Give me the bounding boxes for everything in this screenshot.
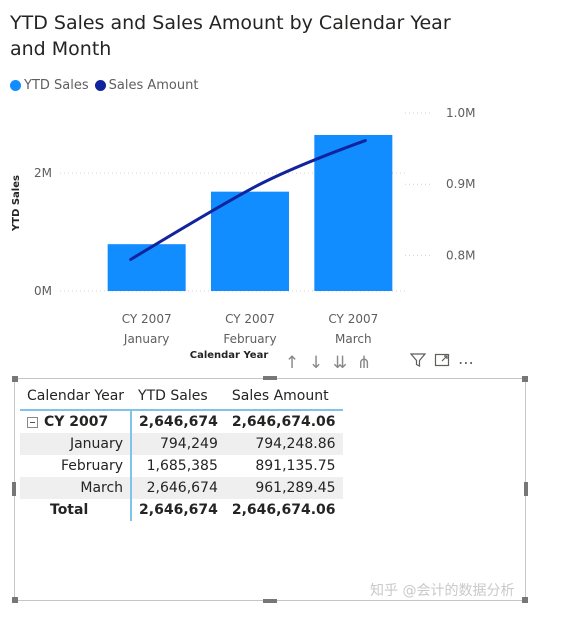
arrow-up-icon[interactable]: ↑: [284, 352, 300, 373]
right-axis-tick-label: 0.8M: [446, 248, 475, 262]
ytd-sales-january: 794,249: [131, 433, 225, 455]
resize-handle-top-right[interactable]: [522, 376, 528, 382]
x-axis-tick-label: January: [123, 332, 170, 346]
ytd-sales-february: 1,685,385: [146, 458, 218, 474]
resize-handle-top[interactable]: [263, 376, 277, 380]
double-arrow-down-icon[interactable]: ⇊: [332, 352, 348, 373]
x-axis-tick-label: CY 2007: [225, 312, 275, 326]
x-axis-title: Calendar Year: [190, 350, 269, 361]
watermark: 知乎 @会计的数据分析: [370, 583, 515, 599]
resize-handle-bottom[interactable]: [263, 599, 277, 603]
column-header-sales-amount[interactable]: Sales Amount: [224, 384, 343, 411]
resize-handle-top-left[interactable]: [12, 376, 18, 382]
left-axis-tick-label: 0M: [34, 284, 52, 298]
row-label-january: January: [20, 433, 133, 455]
arrow-down-icon[interactable]: ↓: [308, 352, 324, 373]
right-axis-tick-label: 1.0M: [446, 106, 475, 120]
matrix-year-row: CY 2007 2,646,674 2,646,674.06: [20, 410, 343, 433]
legend-dot-ytd-sales: [10, 80, 21, 91]
row-label-march: March: [20, 477, 133, 499]
resize-handle-right[interactable]: [524, 482, 528, 496]
chart-title: YTD Sales and Sales Amount by Calendar Y…: [10, 12, 451, 60]
bar-ytd-sales: [107, 244, 186, 291]
legend-label-sales-amount: Sales Amount: [108, 78, 199, 93]
total-ytd-sales: 2,646,674: [139, 502, 218, 518]
more-options-icon[interactable]: ⋯: [458, 353, 474, 372]
legend-dot-sales-amount: [94, 80, 106, 91]
x-axis-tick-label: CY 2007: [122, 312, 172, 326]
sales-amount-february: 891,135.75: [255, 458, 336, 474]
line-sales-amount: [129, 139, 367, 261]
year-row-label-cell: CY 2007: [20, 410, 133, 433]
row-label-february: February: [20, 455, 133, 477]
resize-handle-bottom-right[interactable]: [522, 597, 528, 603]
year-row-sales-amount: 2,646,674.06: [231, 414, 336, 430]
matrix-table: Calendar Year YTD Sales Sales Amount CY …: [20, 384, 343, 521]
legend-label-ytd-sales: YTD Sales: [24, 78, 89, 93]
x-axis-tick-label: March: [335, 332, 372, 346]
year-row-label: CY 2007: [44, 414, 109, 430]
right-axis-tick-label: 0.9M: [446, 177, 475, 191]
left-axis-tick-label: 2M: [34, 166, 52, 180]
y-axis-title: YTD Sales: [11, 175, 22, 232]
matrix-total-row: Total 2,646,674 2,646,674.06: [20, 499, 343, 521]
focus-mode-icon[interactable]: [430, 352, 454, 373]
x-axis-tick-label: CY 2007: [328, 312, 378, 326]
matrix-row-february: February 1,685,385 891,135.75: [20, 455, 343, 477]
matrix-header-row: Calendar Year YTD Sales Sales Amount: [20, 384, 343, 411]
sales-amount-march: 961,289.45: [224, 477, 343, 499]
x-axis-tick-label: February: [223, 332, 276, 346]
resize-handle-left[interactable]: [12, 482, 16, 496]
year-row-ytd-sales: 2,646,674: [139, 414, 218, 430]
visual-toolbar: ↑ ↓ ⇊ ⋔ ⋯: [280, 352, 478, 373]
column-header-ytd-sales[interactable]: YTD Sales: [131, 384, 225, 411]
legend-item-ytd-sales[interactable]: YTD Sales: [10, 78, 89, 93]
total-sales-amount: 2,646,674.06: [231, 502, 336, 518]
expand-hierarchy-icon[interactable]: ⋔: [356, 352, 372, 373]
total-row-label: Total: [20, 499, 133, 521]
bar-ytd-sales: [211, 191, 289, 291]
ytd-sales-march: 2,646,674: [131, 477, 225, 499]
column-header-calendar-year[interactable]: Calendar Year: [20, 384, 132, 411]
combo-chart: 0M 2M 0.8M 0.9M 1.0M YTD Sales CY 2007 January C…: [11, 106, 475, 361]
bar-ytd-sales: [314, 135, 393, 291]
legend-item-sales-amount[interactable]: Sales Amount: [94, 78, 199, 93]
chart-legend: YTD Sales Sales Amount: [10, 78, 204, 93]
sales-amount-january: 794,248.86: [224, 433, 343, 455]
matrix-row-march: March 2,646,674 961,289.45: [20, 477, 343, 499]
collapse-icon[interactable]: [27, 416, 38, 428]
resize-handle-bottom-left[interactable]: [12, 597, 18, 603]
matrix-row-january: January 794,249 794,248.86: [20, 433, 343, 455]
filter-icon[interactable]: [406, 352, 430, 373]
